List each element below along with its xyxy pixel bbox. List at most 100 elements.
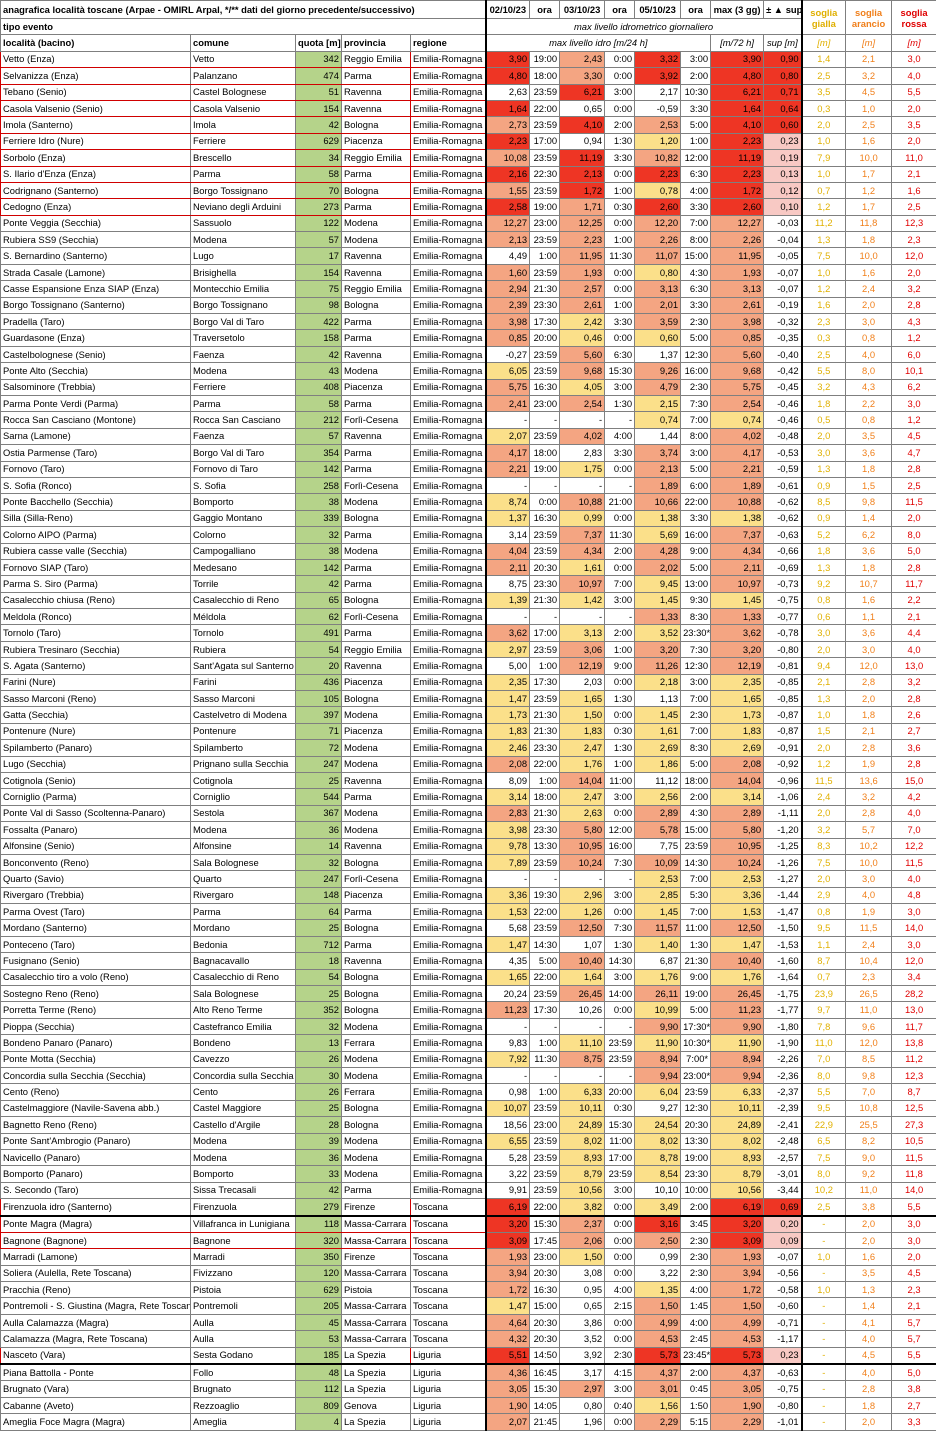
cell-val-d1: 11,23	[486, 1002, 530, 1018]
cell-ora-d2: 1:00	[605, 756, 635, 772]
cell-regione: Toscana	[411, 1331, 486, 1347]
cell-localita: S. Bernardino (Santerno)	[1, 248, 191, 264]
cell-quota: 205	[296, 1298, 342, 1314]
cell-val-d2: -	[560, 871, 605, 887]
cell-ora-d2: 0:00	[605, 674, 635, 690]
cell-localita: Aulla Calamazza (Magra)	[1, 1314, 191, 1330]
cell-soglia-gialla: 2,0	[802, 871, 846, 887]
cell-localita: Mordano (Santerno)	[1, 920, 191, 936]
cell-quota: 18	[296, 953, 342, 969]
cell-soglia-rossa: 2,8	[892, 559, 936, 575]
cell-provincia: Forlì-Cesena	[342, 412, 411, 428]
cell-localita: Fusignano (Senio)	[1, 953, 191, 969]
cell-soglia-gialla: 2,0	[802, 641, 846, 657]
cell-soglia-arancio: 6,2	[846, 527, 892, 543]
cell-soglia-gialla: 9,5	[802, 1100, 846, 1116]
cell-localita: Brugnato (Vara)	[1, 1381, 191, 1397]
cell-soglia-arancio: 11,0	[846, 1182, 892, 1198]
cell-ora-d3: 7:00	[681, 723, 711, 739]
cell-regione: Emilia-Romagna	[411, 609, 486, 625]
cell-val-d2: 3,52	[560, 1331, 605, 1347]
cell-ora-d3: 5:00	[681, 117, 711, 133]
cell-localita: Bondeno Panaro (Panaro)	[1, 1035, 191, 1051]
cell-provincia: Bologna	[342, 1100, 411, 1116]
cell-provincia: Massa-Carrara	[342, 1331, 411, 1347]
cell-ora-d1: 21:45	[530, 1414, 560, 1430]
cell-val-d2: 1,65	[560, 691, 605, 707]
cell-ora-d1: 23:59	[530, 182, 560, 198]
cell-provincia: Ravenna	[342, 658, 411, 674]
cell-quota: 4	[296, 1414, 342, 1430]
cell-soglia-rossa: 2,8	[892, 691, 936, 707]
cell-dsup: -0,03	[764, 215, 802, 231]
cell-max3: 9,90	[711, 1018, 764, 1034]
cell-max3: 4,17	[711, 445, 764, 461]
cell-dsup: -0,07	[764, 1249, 802, 1265]
cell-soglia-arancio: 10,2	[846, 838, 892, 854]
cell-regione: Toscana	[411, 1298, 486, 1314]
table-row: Rocca San Casciano (Montone)Rocca San Ca…	[1, 412, 936, 428]
cell-val-d1: 1,47	[486, 1298, 530, 1314]
cell-localita: Ponte Motta (Secchia)	[1, 1051, 191, 1067]
cell-ora-d2: 0:30	[605, 199, 635, 215]
cell-val-d2: 1,26	[560, 904, 605, 920]
cell-ora-d1: 18:00	[530, 68, 560, 84]
cell-ora-d1: 23:59	[530, 920, 560, 936]
cell-provincia: Bologna	[342, 510, 411, 526]
cell-ora-d2: 4:15	[605, 1364, 635, 1381]
cell-localita: Farini (Nure)	[1, 674, 191, 690]
cell-soglia-gialla: 2,3	[802, 314, 846, 330]
cell-val-d3: 24,54	[635, 1117, 681, 1133]
table-row: Castelmaggiore (Navile-Savena abb.)Caste…	[1, 1100, 936, 1116]
cell-val-d2: 3,30	[560, 68, 605, 84]
cell-val-d2: 3,13	[560, 625, 605, 641]
cell-max3: 3,05	[711, 1381, 764, 1397]
cell-ora-d1: 22:00	[530, 756, 560, 772]
cell-val-d1: 2,13	[486, 232, 530, 248]
cell-max3: 8,94	[711, 1051, 764, 1067]
cell-comune: Casalecchio di Reno	[191, 969, 296, 985]
cell-ora-d3: 17:30*	[681, 1018, 711, 1034]
cell-dsup: 0,13	[764, 166, 802, 182]
cell-soglia-gialla: 2,9	[802, 887, 846, 903]
cell-val-d3: 9,94	[635, 1068, 681, 1084]
cell-soglia-rossa: 6,2	[892, 379, 936, 395]
cell-soglia-arancio: 3,6	[846, 445, 892, 461]
cell-comune: Medesano	[191, 559, 296, 575]
cell-ora-d1: 22:30	[530, 166, 560, 182]
cell-val-d3: 10,99	[635, 1002, 681, 1018]
cell-localita: Gatta (Secchia)	[1, 707, 191, 723]
cell-ora-d2: 0:00	[605, 510, 635, 526]
cell-comune: Bondeno	[191, 1035, 296, 1051]
cell-quota: 809	[296, 1397, 342, 1413]
cell-regione: Emilia-Romagna	[411, 84, 486, 100]
cell-soglia-rossa: 2,7	[892, 1397, 936, 1413]
cell-dsup: 0,12	[764, 182, 802, 198]
cell-provincia: Modena	[342, 1149, 411, 1165]
cell-val-d2: 8,79	[560, 1166, 605, 1182]
cell-comune: Castello d'Argile	[191, 1117, 296, 1133]
cell-soglia-gialla: 7,5	[802, 1149, 846, 1165]
cell-quota: 350	[296, 1249, 342, 1265]
cell-dsup: -0,69	[764, 559, 802, 575]
cell-quota: 32	[296, 527, 342, 543]
cell-ora-d3: 4:00	[681, 1282, 711, 1298]
cell-ora-d1: 17:30	[530, 314, 560, 330]
cell-ora-d3: 8:30	[681, 740, 711, 756]
cell-provincia: La Spezia	[342, 1364, 411, 1381]
cell-soglia-arancio: 8,0	[846, 363, 892, 379]
cell-soglia-arancio: 1,6	[846, 264, 892, 280]
cell-regione: Liguria	[411, 1414, 486, 1430]
cell-max3: 0,85	[711, 330, 764, 346]
cell-regione: Emilia-Romagna	[411, 346, 486, 362]
cell-localita: Fornovo (Taro)	[1, 461, 191, 477]
cell-val-d3: 5,73	[635, 1347, 681, 1364]
cell-comune: Prignano sulla Secchia	[191, 756, 296, 772]
cell-val-d2: -	[560, 1018, 605, 1034]
cell-max3: 24,89	[711, 1117, 764, 1133]
cell-soglia-gialla: 8,7	[802, 953, 846, 969]
